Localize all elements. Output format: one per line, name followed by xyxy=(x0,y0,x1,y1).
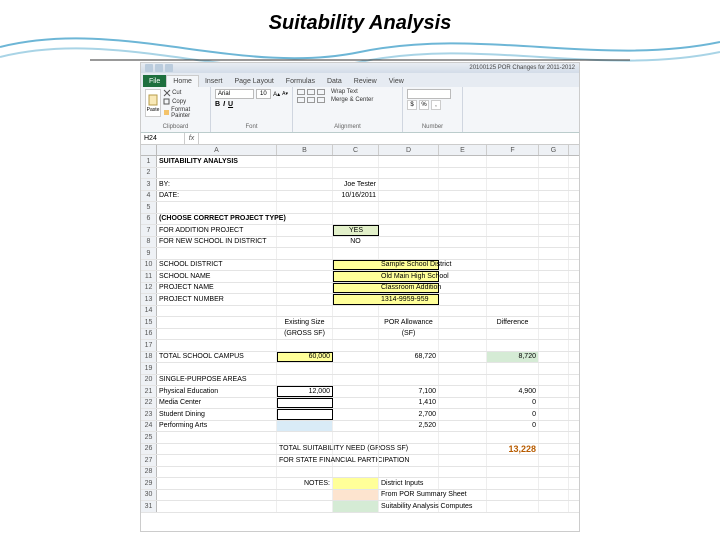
titlebar: 20100125 POR Changes for 2011-2012 xyxy=(141,63,579,73)
group-number: $ % , Number xyxy=(403,87,463,132)
redo-icon[interactable] xyxy=(165,64,173,72)
col-F[interactable]: F xyxy=(487,145,539,155)
undo-icon[interactable] xyxy=(155,64,163,72)
underline-button[interactable]: U xyxy=(228,101,233,108)
cell[interactable]: SUITABILITY ANALYSIS xyxy=(157,156,277,167)
cut-icon xyxy=(163,89,171,97)
align-bottom-icon[interactable] xyxy=(317,89,325,95)
font-size-select[interactable]: 10 xyxy=(256,89,271,99)
currency-icon[interactable]: $ xyxy=(407,100,417,110)
quick-access-toolbar[interactable] xyxy=(145,64,173,72)
wrap-text-button[interactable]: Wrap Text xyxy=(331,89,373,95)
column-headers: A B C D E F G xyxy=(141,145,579,156)
group-alignment: Wrap Text Merge & Center Alignment xyxy=(293,87,403,132)
tab-home[interactable]: Home xyxy=(166,75,199,87)
copy-icon xyxy=(163,98,171,106)
align-center-icon[interactable] xyxy=(307,97,315,103)
cut-button[interactable]: Cut xyxy=(163,89,206,97)
tab-formulas[interactable]: Formulas xyxy=(280,76,321,87)
formula-bar: H24 fx xyxy=(141,133,579,145)
col-A[interactable]: A xyxy=(157,145,277,155)
col-B[interactable]: B xyxy=(277,145,333,155)
format-painter-button[interactable]: Format Painter xyxy=(163,107,206,119)
brush-icon xyxy=(163,109,170,117)
select-all-corner[interactable] xyxy=(141,145,157,155)
col-D[interactable]: D xyxy=(379,145,439,155)
align-middle-icon[interactable] xyxy=(307,89,315,95)
save-icon[interactable] xyxy=(145,64,153,72)
tab-review[interactable]: Review xyxy=(348,76,383,87)
tab-file[interactable]: File xyxy=(143,75,166,87)
document-title: 20100125 POR Changes for 2011-2012 xyxy=(469,65,575,71)
group-clipboard: Paste Cut Copy Format Painter Clipboard xyxy=(141,87,211,132)
align-right-icon[interactable] xyxy=(317,97,325,103)
col-E[interactable]: E xyxy=(439,145,487,155)
excel-window: 20100125 POR Changes for 2011-2012 File … xyxy=(140,62,580,532)
comma-icon[interactable]: , xyxy=(431,100,441,110)
ribbon: Paste Cut Copy Format Painter Clipboard … xyxy=(141,87,579,133)
percent-icon[interactable]: % xyxy=(419,100,429,110)
row-header[interactable]: 1 xyxy=(141,156,157,167)
ribbon-tabs: File Home Insert Page Layout Formulas Da… xyxy=(141,73,579,87)
decrease-font-icon[interactable]: A▾ xyxy=(282,91,288,97)
merge-center-button[interactable]: Merge & Center xyxy=(331,97,373,103)
copy-button[interactable]: Copy xyxy=(163,98,206,106)
name-box[interactable]: H24 xyxy=(141,133,185,144)
bold-button[interactable]: B xyxy=(215,101,220,108)
col-C[interactable]: C xyxy=(333,145,379,155)
col-G[interactable]: G xyxy=(539,145,569,155)
group-font: Arial 10 A▴ A▾ B I U Font xyxy=(211,87,293,132)
tab-data[interactable]: Data xyxy=(321,76,348,87)
tab-pagelayout[interactable]: Page Layout xyxy=(228,76,279,87)
align-left-icon[interactable] xyxy=(297,97,305,103)
paste-icon xyxy=(147,93,159,107)
tab-insert[interactable]: Insert xyxy=(199,76,229,87)
slide-title: Suitability Analysis xyxy=(0,12,720,35)
fx-icon[interactable]: fx xyxy=(185,133,199,144)
tab-view[interactable]: View xyxy=(383,76,410,87)
font-name-select[interactable]: Arial xyxy=(215,89,254,99)
italic-button[interactable]: I xyxy=(223,101,225,108)
paste-button[interactable]: Paste xyxy=(145,89,161,117)
grid[interactable]: 1SUITABILITY ANALYSIS 2 3BY:Joe Tester 4… xyxy=(141,156,579,513)
number-format-select[interactable] xyxy=(407,89,451,99)
increase-font-icon[interactable]: A▴ xyxy=(273,91,280,98)
align-top-icon[interactable] xyxy=(297,89,305,95)
formula-input[interactable] xyxy=(199,133,579,144)
